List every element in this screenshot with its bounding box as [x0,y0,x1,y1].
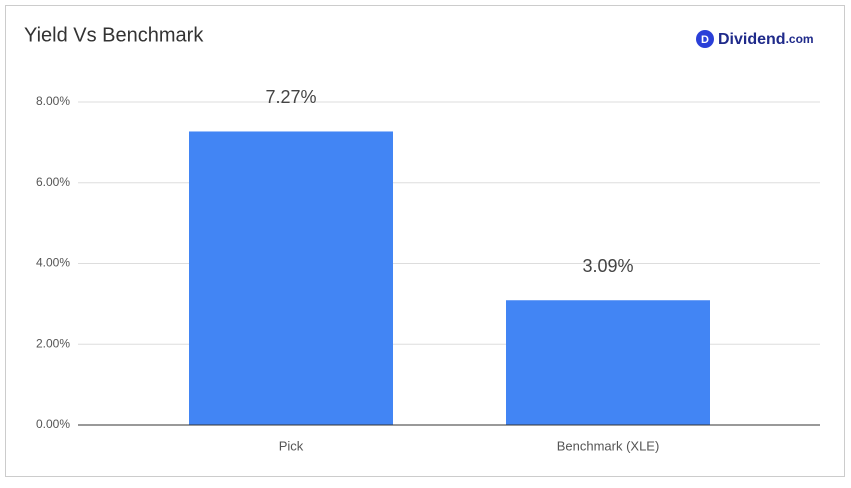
brand-name: Dividend.com [718,31,814,48]
brand-icon: D [701,34,709,46]
brand-name-main: Dividend [718,31,786,48]
y-tick-label: 0.00% [36,417,70,431]
x-tick-label: Benchmark (XLE) [557,438,660,453]
y-tick-label: 6.00% [36,175,70,189]
y-tick-label: 8.00% [36,94,70,108]
bar [506,300,710,425]
brand-logo: D Dividend.com [696,30,814,48]
y-tick-label: 2.00% [36,336,70,350]
value-label: 7.27% [265,87,316,107]
brand-suffix: .com [786,32,814,46]
y-tick-label: 4.00% [36,256,70,270]
x-tick-label: Pick [279,438,304,453]
value-label: 3.09% [582,256,633,276]
brand-icon-bg [696,30,714,48]
chart-title: Yield Vs Benchmark [24,24,204,46]
chart-border [5,5,845,477]
bar [189,131,393,425]
